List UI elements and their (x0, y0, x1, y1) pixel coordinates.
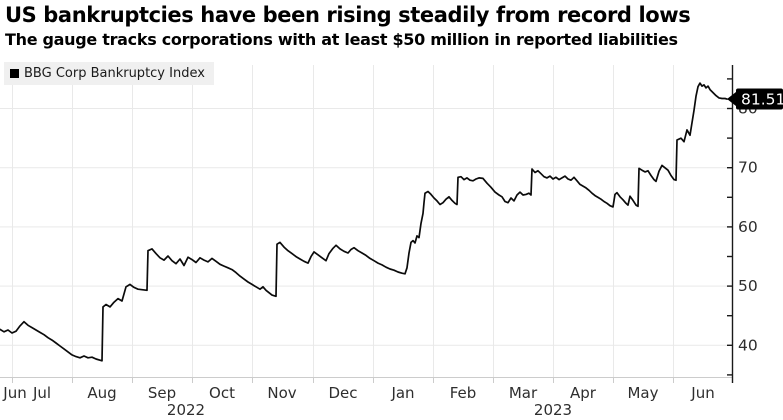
y-axis-label: 70 (738, 159, 758, 177)
x-month-label: Aug (87, 384, 116, 402)
x-month-label: Mar (509, 384, 538, 402)
value-badge-label: 81.51 (741, 91, 783, 109)
value-badge-pointer (727, 92, 736, 107)
x-month-label: May (627, 384, 658, 402)
chart-header: US bankruptcies have been rising steadil… (5, 2, 783, 51)
x-month-label: Sep (148, 384, 176, 402)
x-month-label: Feb (450, 384, 477, 402)
x-month-label: Nov (267, 384, 296, 402)
legend-series-swatch-icon (10, 69, 19, 78)
y-axis-label: 60 (738, 218, 758, 236)
x-month-label: Oct (209, 384, 235, 402)
x-month-label: Jan (390, 384, 414, 402)
value-badge (736, 88, 783, 110)
series-line (0, 82, 728, 362)
page-title: US bankruptcies have been rising steadil… (5, 3, 691, 27)
x-month-label: Jul (32, 384, 51, 402)
y-axis-label: 40 (738, 336, 758, 354)
x-month-label: Dec (328, 384, 357, 402)
x-month-label: Jun (690, 384, 714, 402)
x-month-label: Apr (570, 384, 597, 402)
legend-series-label: BBG Corp Bankruptcy Index (24, 66, 205, 81)
x-month-label: Jun (2, 384, 26, 402)
page-subtitle: The gauge tracks corporations with at le… (5, 30, 678, 50)
x-year-label: 2023 (534, 401, 572, 419)
chart-legend: BBG Corp Bankruptcy Index (4, 62, 214, 85)
y-axis-label: 50 (738, 277, 758, 295)
x-year-label: 2022 (167, 401, 205, 419)
